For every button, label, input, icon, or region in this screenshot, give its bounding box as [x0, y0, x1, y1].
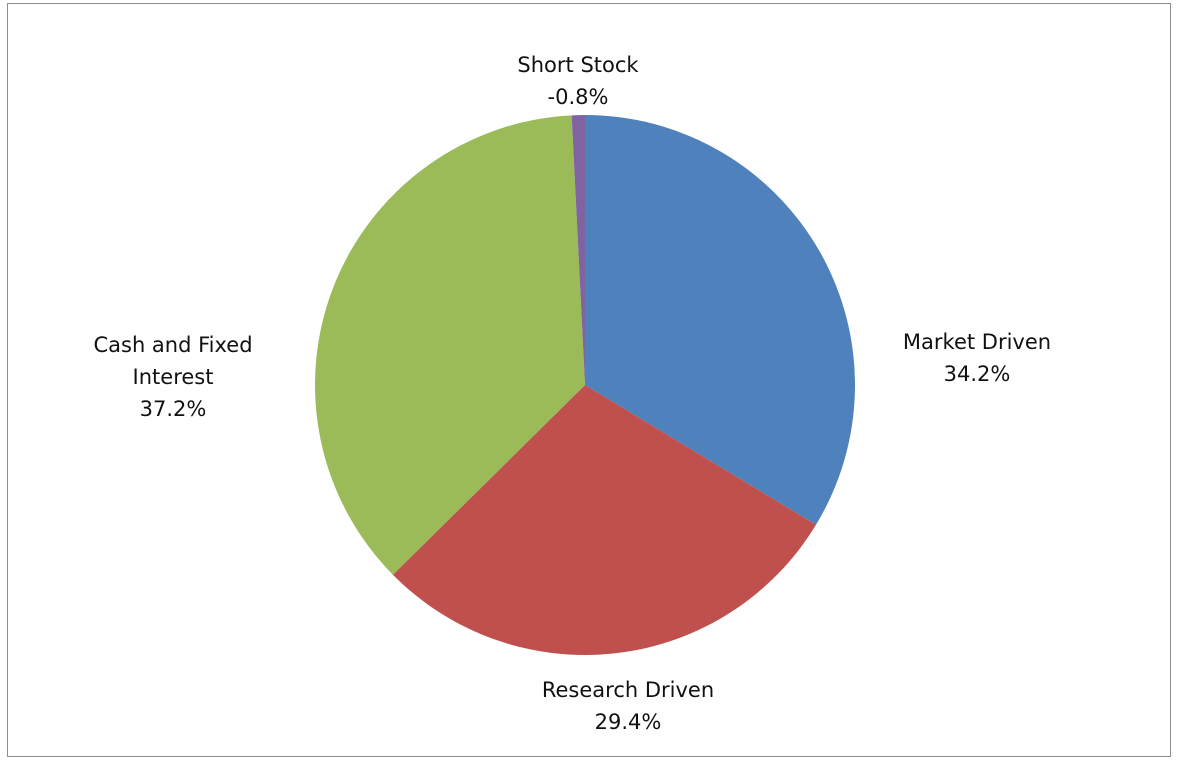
data-label: Market Driven 34.2%: [903, 326, 1051, 390]
data-label: Short Stock -0.8%: [517, 49, 638, 113]
pie-slice: [315, 115, 585, 575]
chart-frame: [7, 3, 1171, 757]
value-label: 29.4%: [594, 710, 662, 734]
pie-slice: [392, 385, 816, 655]
value-label: 34.2%: [943, 362, 1011, 386]
category-label: Cash and Fixed Interest: [93, 333, 253, 389]
value-label: 37.2%: [139, 397, 207, 421]
category-label: Short Stock: [517, 53, 639, 77]
category-label: Market Driven: [902, 330, 1052, 354]
category-label: Research Driven: [541, 678, 715, 702]
pie-slice: [585, 115, 855, 525]
data-label: Cash and Fixed Interest 37.2%: [63, 329, 283, 425]
pie-slice: [571, 115, 585, 385]
data-label: Research Driven 29.4%: [542, 674, 714, 738]
value-label: -0.8%: [547, 85, 609, 109]
